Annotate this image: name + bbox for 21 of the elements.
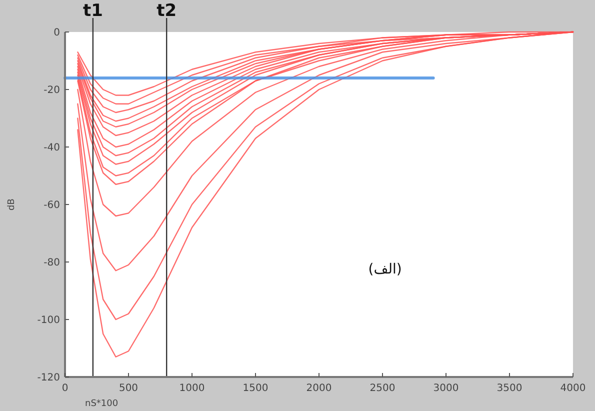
x-tick-label: 1000 <box>179 383 205 394</box>
y-tick-label: -60 <box>44 200 60 211</box>
x-tick-label: 2000 <box>306 383 332 394</box>
annotation: (الف) <box>368 262 402 278</box>
y-tick-label: -40 <box>44 142 60 154</box>
ref-line-label: t2 <box>156 1 177 21</box>
ref-line-label: t1 <box>82 1 103 21</box>
x-tick-label: 2500 <box>370 383 396 394</box>
x-tick-label: 3500 <box>496 383 522 394</box>
y-tick-label: 0 <box>54 28 60 38</box>
y-tick-label: -80 <box>44 258 60 268</box>
x-tick-label: 3000 <box>433 383 459 394</box>
y-tick-label: -100 <box>37 315 60 326</box>
y-tick-label: -20 <box>44 85 60 96</box>
x-axis-title: nS*100 <box>85 399 118 409</box>
x-tick-label: 0 <box>62 383 68 394</box>
y-axis-title: dB <box>7 198 17 210</box>
y-tick-label: -120 <box>37 372 60 384</box>
x-tick-label: 500 <box>118 383 138 394</box>
x-tick-label: 1500 <box>242 383 268 394</box>
x-tick-label: 4000 <box>560 383 586 394</box>
